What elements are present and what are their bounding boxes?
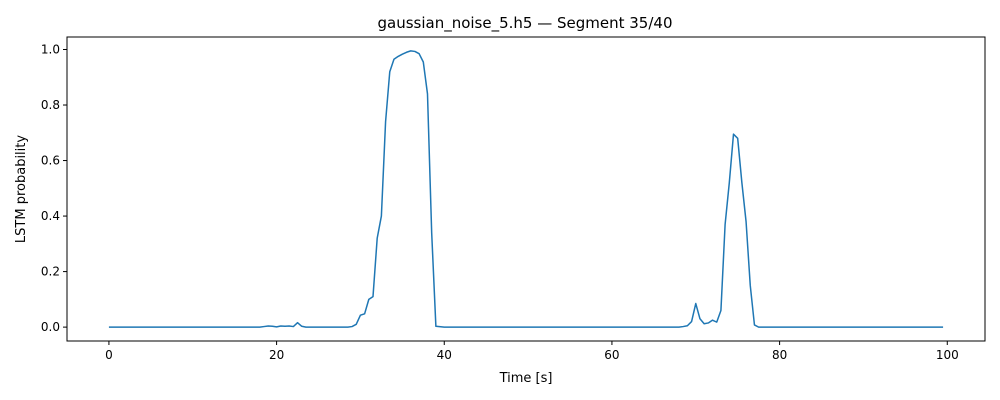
- y-tick-label: 0.0: [41, 320, 60, 334]
- series-layer: [108, 50, 944, 328]
- y-tick-label: 0.6: [41, 154, 60, 168]
- plot-frame: [66, 36, 986, 342]
- x-tick-label: 0: [105, 348, 113, 362]
- chart-title: gaussian_noise_5.h5 — Segment 35/40: [377, 14, 672, 33]
- y-tick-label: 1.0: [41, 42, 60, 56]
- x-tick-label: 20: [269, 348, 284, 362]
- y-tick-label: 0.8: [41, 98, 60, 112]
- y-tick-label: 0.4: [41, 209, 60, 223]
- y-tick-label: 0.2: [41, 265, 60, 279]
- x-tick-label: 80: [772, 348, 787, 362]
- x-tick-label: 40: [437, 348, 452, 362]
- x-tick-label: 100: [936, 348, 959, 362]
- y-axis-label: LSTM probability: [14, 135, 29, 243]
- series-line: [108, 50, 944, 328]
- x-axis-label: Time [s]: [499, 371, 553, 386]
- x-tick-label: 60: [604, 348, 619, 362]
- axis-ticks: 0 20 40 60 80 100 0.0 0.2 0.4 0.6 0.8 1.0: [41, 42, 959, 362]
